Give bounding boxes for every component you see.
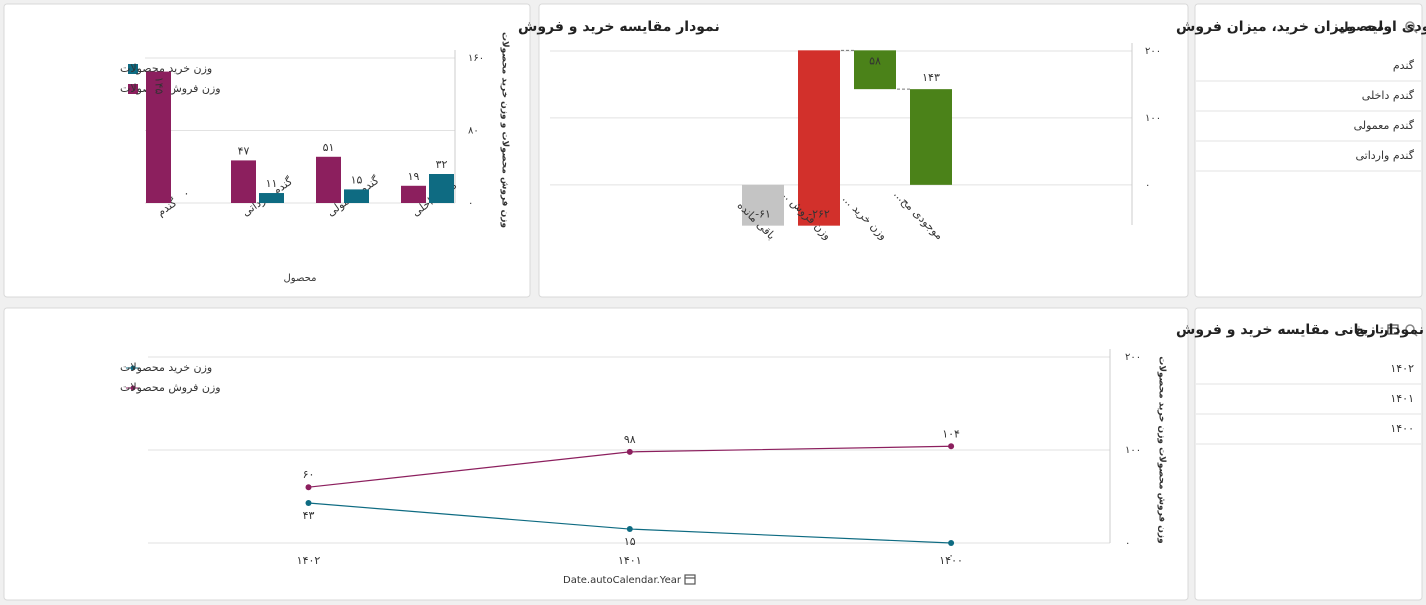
- data-label: ۶۰: [303, 468, 315, 481]
- data-label: ۴۷: [238, 144, 250, 157]
- legend-label[interactable]: وزن خرید محصولات: [120, 361, 212, 374]
- legend-swatch: [130, 385, 136, 391]
- data-label: ۰: [184, 187, 190, 200]
- x-axis-title: Date.autoCalendar.Year: [563, 575, 682, 586]
- point: [948, 443, 955, 450]
- x-axis-title: محصول: [284, 273, 317, 284]
- waterfall-panel: [538, 3, 1189, 298]
- bar: [854, 50, 896, 90]
- x-tick-label: ۱۴۰۱: [618, 554, 642, 567]
- filter-item[interactable]: ۱۴۰۲: [1390, 362, 1414, 375]
- calendar-icon: [1387, 324, 1399, 335]
- legend-label[interactable]: وزن خرید محصولات: [120, 62, 212, 75]
- chart-title: نمودار مقایسه میزان موجودی اولیه، میزان …: [1176, 19, 1426, 35]
- data-label: ۵۱: [323, 141, 335, 154]
- calendar-icon: [684, 574, 696, 585]
- filter-title: تاریخ: [1355, 323, 1384, 337]
- data-label: -۶۱: [755, 208, 771, 221]
- data-label: ۱۵: [351, 173, 363, 186]
- bar: [910, 89, 952, 185]
- filter-item[interactable]: گندم معمولی: [1354, 119, 1415, 132]
- search-icon[interactable]: [1405, 324, 1418, 337]
- filter-title: محصول: [1338, 20, 1384, 35]
- point: [305, 484, 312, 491]
- data-label: ۴۳: [303, 509, 315, 522]
- data-label: ۵۸: [869, 54, 881, 67]
- date-filter-panel: [1194, 307, 1423, 601]
- legend-swatch: [130, 365, 136, 371]
- bar: [798, 50, 840, 226]
- legend-label[interactable]: وزن فروش محصولات: [120, 381, 221, 394]
- bar: [316, 156, 341, 203]
- filter-item[interactable]: گندم وارداتی: [1355, 149, 1414, 162]
- filter-item[interactable]: ۱۴۰۰: [1390, 422, 1414, 435]
- y-tick-label: ۰: [468, 198, 473, 209]
- legend-swatch: [128, 84, 138, 94]
- chart-title: نمودار مقایسه خرید و فروش: [518, 19, 720, 35]
- bar: [344, 189, 369, 203]
- y-tick-label: ۱۶۰: [468, 53, 484, 64]
- filter-item[interactable]: گندم داخلی: [1362, 89, 1415, 102]
- bar: [401, 185, 426, 203]
- point: [948, 540, 955, 546]
- filter-item[interactable]: گندم: [1393, 59, 1415, 72]
- y-tick-label: ۱۰۰: [1125, 445, 1141, 456]
- y-tick-label: ۰: [1145, 180, 1150, 191]
- data-label: ۱۹: [408, 170, 420, 183]
- y-tick-label: ۲۰۰: [1125, 352, 1141, 363]
- data-label: ۰: [948, 549, 954, 562]
- y-tick-label: ۲۰۰: [1145, 46, 1161, 57]
- filter-item[interactable]: ۱۴۰۱: [1390, 392, 1414, 405]
- line-panel: [3, 307, 1189, 601]
- y-axis-title: وزن فروش محصولات وزن خرید محصولات: [1157, 356, 1167, 543]
- bar: [259, 193, 284, 203]
- data-label: ۱۰۴: [942, 427, 960, 440]
- search-icon[interactable]: [1405, 21, 1418, 34]
- data-label: ۱۱: [266, 177, 278, 190]
- data-label: ۹۸: [624, 433, 636, 446]
- data-label: ۳۲: [436, 158, 448, 171]
- bar-panel: [3, 3, 531, 298]
- bar: [429, 174, 454, 203]
- product-filter-panel: [1194, 3, 1423, 298]
- y-axis-title: وزن فروش محصولات و وزن خرید محصولات: [500, 32, 510, 228]
- legend-swatch: [128, 64, 138, 74]
- point: [305, 500, 312, 507]
- bar: [231, 160, 256, 203]
- x-tick-label: ۱۴۰۲: [297, 554, 321, 567]
- bar: [146, 71, 171, 203]
- point: [626, 448, 633, 455]
- point: [626, 526, 633, 533]
- data-label: -۲۶۲: [808, 208, 830, 221]
- x-tick-label: ۱۴۰۰: [939, 554, 963, 567]
- y-tick-label: ۱۰۰: [1145, 113, 1161, 124]
- chart-title: نمودار زمانی مقایسه خرید و فروش: [1176, 322, 1424, 338]
- y-tick-label: ۸۰: [468, 126, 479, 137]
- y-tick-label: ۰: [1125, 538, 1130, 549]
- bar: [742, 184, 784, 226]
- data-label: ۱۴۵: [153, 77, 166, 95]
- data-label: ۱۵: [624, 535, 636, 548]
- data-label: ۱۴۳: [922, 71, 940, 84]
